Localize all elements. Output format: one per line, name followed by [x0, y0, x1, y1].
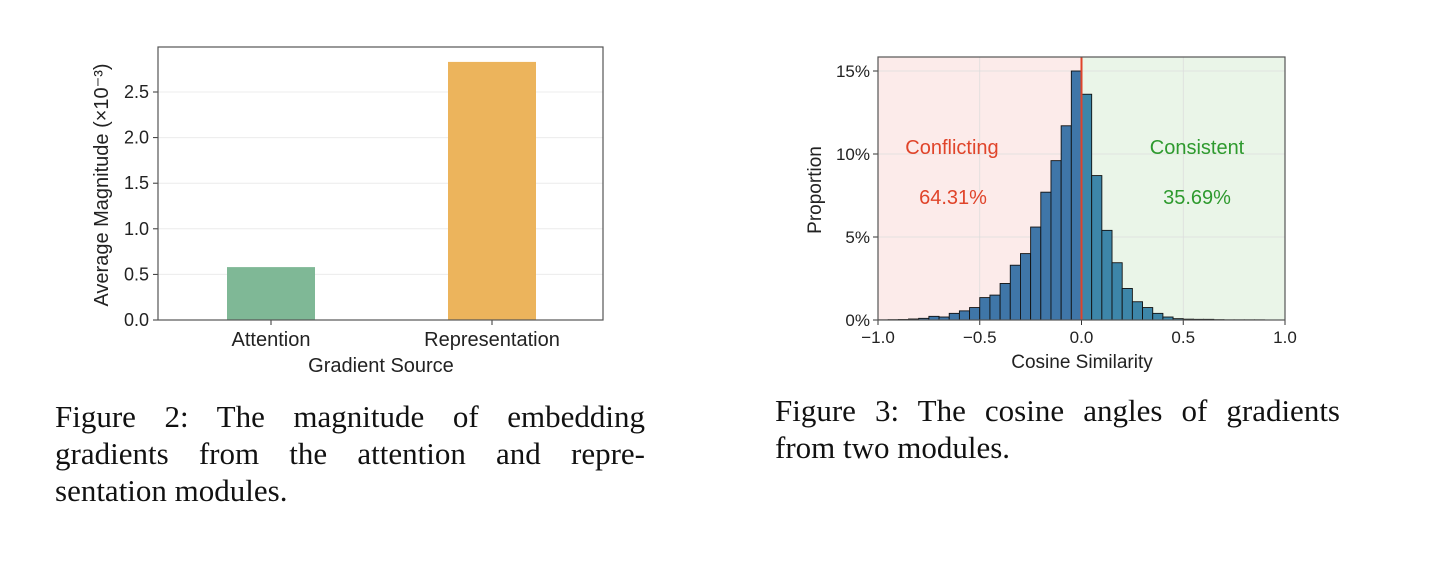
y-tick-label: 2.5	[124, 82, 149, 102]
histogram-bar	[1060, 125, 1072, 321]
x-axis-label: Gradient Source	[308, 355, 454, 377]
conflicting-percentage: 64.31%	[919, 187, 987, 209]
conflicting-label: Conflicting	[905, 137, 998, 159]
histogram-bar	[1091, 175, 1103, 321]
x-tick-label: Attention	[232, 329, 311, 351]
caption-line: gradients from the attention and repre-	[55, 436, 645, 471]
y-tick-label: 0%	[845, 311, 870, 330]
plot-frame	[877, 56, 1286, 321]
histogram-bar	[1030, 226, 1042, 321]
x-tick-label: −0.5	[963, 328, 997, 347]
histogram-bar	[1050, 160, 1062, 321]
histogram-bar	[958, 310, 971, 321]
histogram-bar	[1121, 288, 1133, 321]
histogram-bar	[1040, 191, 1052, 321]
x-tick-label: 1.0	[1273, 328, 1297, 347]
histogram-bar	[979, 297, 991, 321]
x-tick-label: −1.0	[861, 328, 895, 347]
y-tick-label: 0.5	[124, 264, 149, 284]
x-axis-label: Cosine Similarity	[1011, 352, 1153, 373]
x-tick-label: 0.5	[1171, 328, 1195, 347]
y-tick-label: 15%	[836, 62, 870, 81]
histogram-bar	[1101, 229, 1113, 321]
y-tick-label: 0.0	[124, 310, 149, 330]
histogram-bar	[1142, 307, 1154, 321]
x-tick-label: 0.0	[1070, 328, 1094, 347]
histogram-bar	[1152, 312, 1164, 321]
histogram-bar	[989, 294, 1001, 321]
y-tick-label: 1.0	[124, 219, 149, 239]
caption-line: Figure 2: The magnitude of embedding	[55, 399, 645, 434]
histogram-bar	[1009, 264, 1021, 321]
consistent-label: Consistent	[1150, 137, 1245, 159]
figure-2-caption: Figure 2: The magnitude of embedding gra…	[55, 398, 645, 509]
plot-frame	[157, 46, 604, 321]
y-axis-label: Average Magnitude (×10⁻³)	[91, 63, 113, 306]
caption-line: sentation modules.	[55, 473, 288, 508]
x-tick-label: Representation	[424, 329, 560, 351]
histogram-bar	[999, 283, 1011, 321]
figure-3-caption: Figure 3: The cosine angles of gradients…	[775, 392, 1340, 466]
histogram-bar	[969, 307, 981, 321]
histogram-bar	[1070, 70, 1082, 321]
y-tick-label: 5%	[845, 228, 870, 247]
histogram-bar	[1131, 301, 1144, 321]
y-tick-label: 10%	[836, 145, 870, 164]
histogram-bar	[1111, 262, 1123, 321]
bar-representation	[448, 61, 536, 321]
y-tick-label: 1.5	[124, 173, 149, 193]
histogram-bar	[1081, 93, 1093, 321]
consistent-percentage: 35.69%	[1163, 187, 1231, 209]
caption-line: Figure 3: The cosine angles of gradients	[775, 393, 1340, 428]
caption-line: from two modules.	[775, 430, 1011, 465]
y-axis-label: Proportion	[805, 146, 826, 234]
bar-attention	[227, 267, 315, 320]
histogram-bar	[1020, 253, 1032, 321]
y-tick-label: 2.0	[124, 128, 149, 148]
histogram-bar	[948, 312, 960, 321]
